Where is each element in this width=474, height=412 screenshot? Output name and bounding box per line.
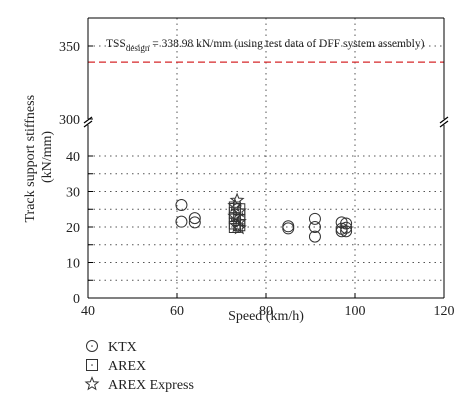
point-ktx <box>175 215 188 228</box>
x-tick-label: 60 <box>170 304 184 319</box>
axis-break-mark <box>83 120 93 128</box>
grid-lines <box>88 18 444 298</box>
point-ktx <box>175 198 188 211</box>
point-ktx <box>340 221 353 234</box>
x-tick-label: 40 <box>81 304 95 319</box>
y-axis-label-line-1: Track support stiffness <box>23 95 38 223</box>
point-arex-express <box>231 220 247 235</box>
axis-break-mark <box>83 116 93 124</box>
legend-marker-dot <box>91 345 93 347</box>
x-tick-label: 120 <box>434 304 455 319</box>
data-points <box>175 192 353 243</box>
point-arex-express <box>231 213 247 229</box>
point-ktx <box>340 217 353 230</box>
x-axis-label: Speed (km/h) <box>228 309 304 324</box>
y-tick-label: 350 <box>59 40 80 55</box>
legend-marker-arex-express <box>84 376 100 391</box>
annotation-prefix: TSS <box>106 38 126 50</box>
point-ktx <box>308 221 321 233</box>
x-tick-label: 80 <box>259 304 273 319</box>
legend-marker-ktx <box>86 340 98 352</box>
point-ktx <box>282 222 295 235</box>
point-ktx <box>308 212 321 225</box>
legend-label-ktx: KTX <box>108 340 137 355</box>
y-axis-label-line-2: (kN/mm) <box>40 131 55 183</box>
point-ktx <box>340 225 353 238</box>
legend: KTX AREX AREX Express <box>84 340 194 393</box>
point-ktx <box>188 212 201 225</box>
reference-line-annotation: TSSdesign = 338.98 kN/mm (using test dat… <box>106 38 425 53</box>
point-ktx <box>308 230 321 243</box>
point-ktx <box>188 216 201 229</box>
y-tick-label: 30 <box>66 186 80 201</box>
legend-label-arex: AREX <box>108 359 146 374</box>
y-tick-label: 20 <box>66 221 80 236</box>
y-axis-label: Track support stiffness (kN/mm) <box>23 91 55 222</box>
legend-marker-arex <box>86 359 98 371</box>
axis-break-mark <box>439 120 449 128</box>
y-tick-label: 10 <box>66 257 80 272</box>
point-ktx <box>335 225 348 238</box>
axis-break-mark <box>439 116 449 124</box>
y-tick-label: 0 <box>73 292 80 307</box>
y-tick-label: 300 <box>59 113 80 128</box>
legend-marker-dot <box>91 364 93 366</box>
annotation-subscript: design <box>126 43 150 53</box>
legend-label-arex-express: AREX Express <box>108 378 194 393</box>
x-tick-label: 100 <box>345 304 366 319</box>
tick-labels: 0 10 20 30 40 300 350 40 60 80 100 120 <box>59 40 455 319</box>
annotation-suffix: = 338.98 kN/mm (using test data of DFF s… <box>149 38 424 50</box>
axes <box>83 17 449 299</box>
y-tick-label: 40 <box>66 150 80 165</box>
